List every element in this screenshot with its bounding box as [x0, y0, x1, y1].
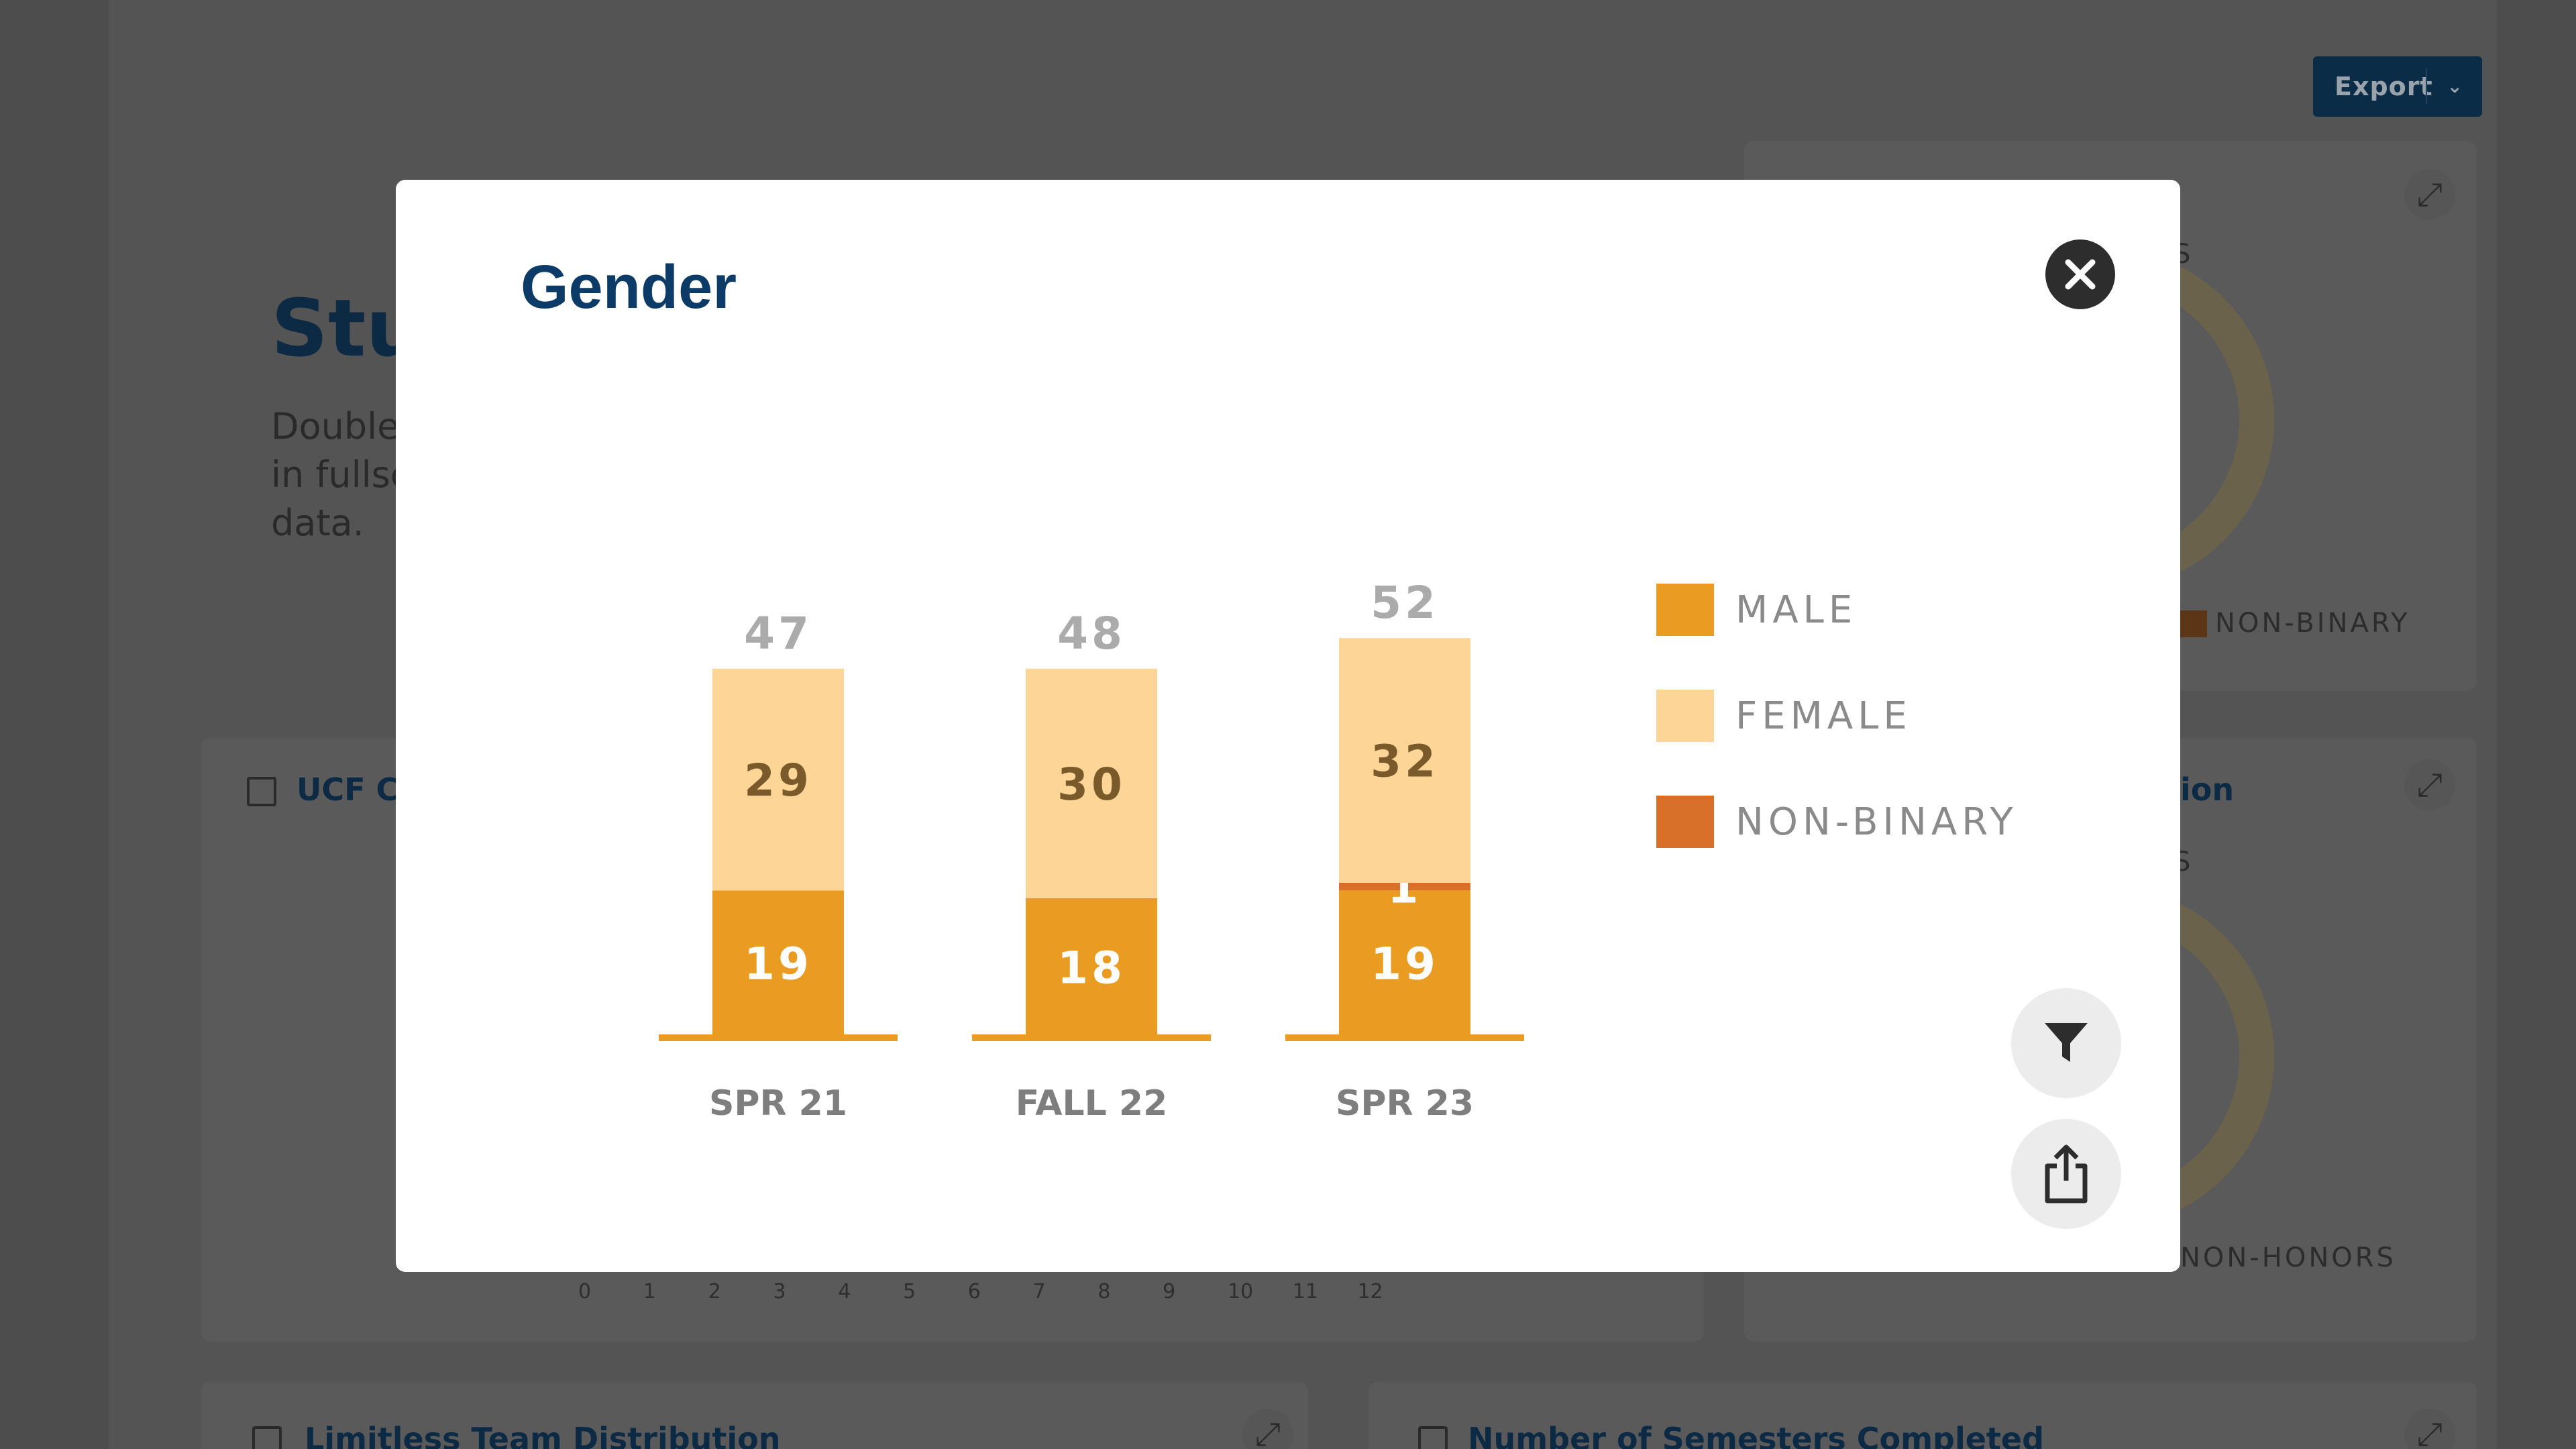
tick-label: 11 — [1292, 1280, 1318, 1303]
close-icon — [2065, 259, 2096, 290]
export-label: Export — [2334, 72, 2433, 101]
bar-baseline — [659, 1034, 898, 1041]
bg-axis-ticks: 0 1 2 3 4 5 6 7 8 9 10 11 12 — [578, 1280, 1422, 1303]
bar-baseline — [1285, 1034, 1524, 1041]
bar-segment-female — [712, 668, 844, 891]
filter-button[interactable] — [2011, 988, 2121, 1098]
bg-legend-non-honors: NON-HONORS — [2180, 1242, 2396, 1273]
semesters-card-label: Number of Semesters Completed — [1468, 1421, 2045, 1449]
ucf-checkbox[interactable] — [247, 777, 276, 806]
chevron-down-icon: ⌄ — [2447, 75, 2463, 97]
share-button[interactable] — [2011, 1119, 2121, 1229]
legend-label-female: FEMALE — [1735, 694, 1912, 738]
legend-label-non-binary: NON-BINARY — [1735, 800, 2018, 844]
legend-swatch-male — [1656, 584, 1714, 636]
export-button[interactable]: Export ⌄ — [2313, 56, 2482, 117]
category-label: SPR 23 — [1336, 1083, 1474, 1124]
bar-segment-female — [1026, 668, 1157, 898]
bar-value-label-male: 19 — [744, 938, 812, 990]
bar-value-label-male: 19 — [1371, 938, 1439, 990]
tick-label: 12 — [1357, 1280, 1383, 1303]
tick-label: 5 — [902, 1280, 916, 1303]
tick-label: 6 — [967, 1280, 981, 1303]
bar-segment-female — [1339, 638, 1470, 883]
bar-value-label-female: 30 — [1057, 759, 1126, 810]
tick-label: 8 — [1097, 1280, 1111, 1303]
expand-icon[interactable]: ⤢ — [1242, 1409, 1293, 1449]
category-label: SPR 21 — [709, 1083, 847, 1124]
export-separator — [2426, 68, 2427, 105]
tick-label: 10 — [1227, 1280, 1254, 1303]
tick-label: 3 — [773, 1280, 786, 1303]
tick-label: 1 — [643, 1280, 656, 1303]
legend-item-female: FEMALE — [1656, 687, 2018, 745]
subtitle-line: data. — [271, 502, 364, 544]
bar-value-label-female: 29 — [744, 755, 812, 806]
legend-label-male: MALE — [1735, 588, 1858, 632]
gender-chart-modal: Gender 19 29 47 SPR 21 18 30 48 FALL 22 19 1 32 52 S… — [396, 180, 2180, 1272]
chart-legend: MALE FEMALE NON-BINARY — [1656, 581, 2018, 899]
legend-swatch-non-binary — [1656, 796, 1714, 848]
bar-segment-male — [1339, 890, 1470, 1036]
limitless-checkbox[interactable] — [252, 1426, 282, 1449]
bg-legend-non-binary: NON-BINARY — [2215, 608, 2410, 639]
tick-label: 7 — [1032, 1280, 1046, 1303]
bar-value-label-female: 32 — [1371, 736, 1439, 788]
bg-legend-swatch — [2180, 610, 2207, 637]
bg-card-bottom-left — [201, 1382, 1308, 1449]
subtitle-line: in fullsc — [271, 453, 411, 496]
filter-icon — [2045, 1023, 2088, 1062]
semesters-checkbox[interactable] — [1418, 1426, 1448, 1449]
legend-item-non-binary: NON-BINARY — [1656, 793, 2018, 851]
tick-label: 4 — [838, 1280, 851, 1303]
bar-value-label-male: 18 — [1057, 942, 1126, 994]
close-button[interactable] — [2045, 239, 2115, 309]
expand-icon[interactable]: ⤢ — [2404, 1409, 2455, 1449]
tick-label: 2 — [708, 1280, 721, 1303]
subtitle-line: Double — [271, 405, 400, 447]
tick-label: 0 — [578, 1280, 592, 1303]
tick-label: 9 — [1163, 1280, 1176, 1303]
bar-segment-male — [1026, 898, 1157, 1036]
share-icon — [2045, 1144, 2088, 1203]
page-subtitle: Double in fullsc data. — [271, 402, 410, 547]
honors-card-label: ion — [2180, 771, 2235, 808]
bar-total-label: 52 — [1371, 577, 1439, 629]
category-label: FALL 22 — [1016, 1083, 1168, 1124]
legend-item-male: MALE — [1656, 581, 2018, 639]
bar-total-label: 48 — [1057, 608, 1126, 659]
legend-swatch-female — [1656, 690, 1714, 742]
bar-segment-male — [712, 890, 844, 1036]
expand-icon[interactable]: ⤢ — [2404, 169, 2455, 220]
expand-icon[interactable]: ⤢ — [2404, 759, 2455, 810]
bar-segment-non-binary — [1339, 883, 1470, 891]
bar-baseline — [972, 1034, 1211, 1041]
modal-title: Gender — [521, 253, 737, 321]
bg-card-bottom-right — [1368, 1382, 2477, 1449]
limitless-card-label: Limitless Team Distribution — [305, 1421, 781, 1449]
bar-total-label: 47 — [744, 608, 812, 659]
